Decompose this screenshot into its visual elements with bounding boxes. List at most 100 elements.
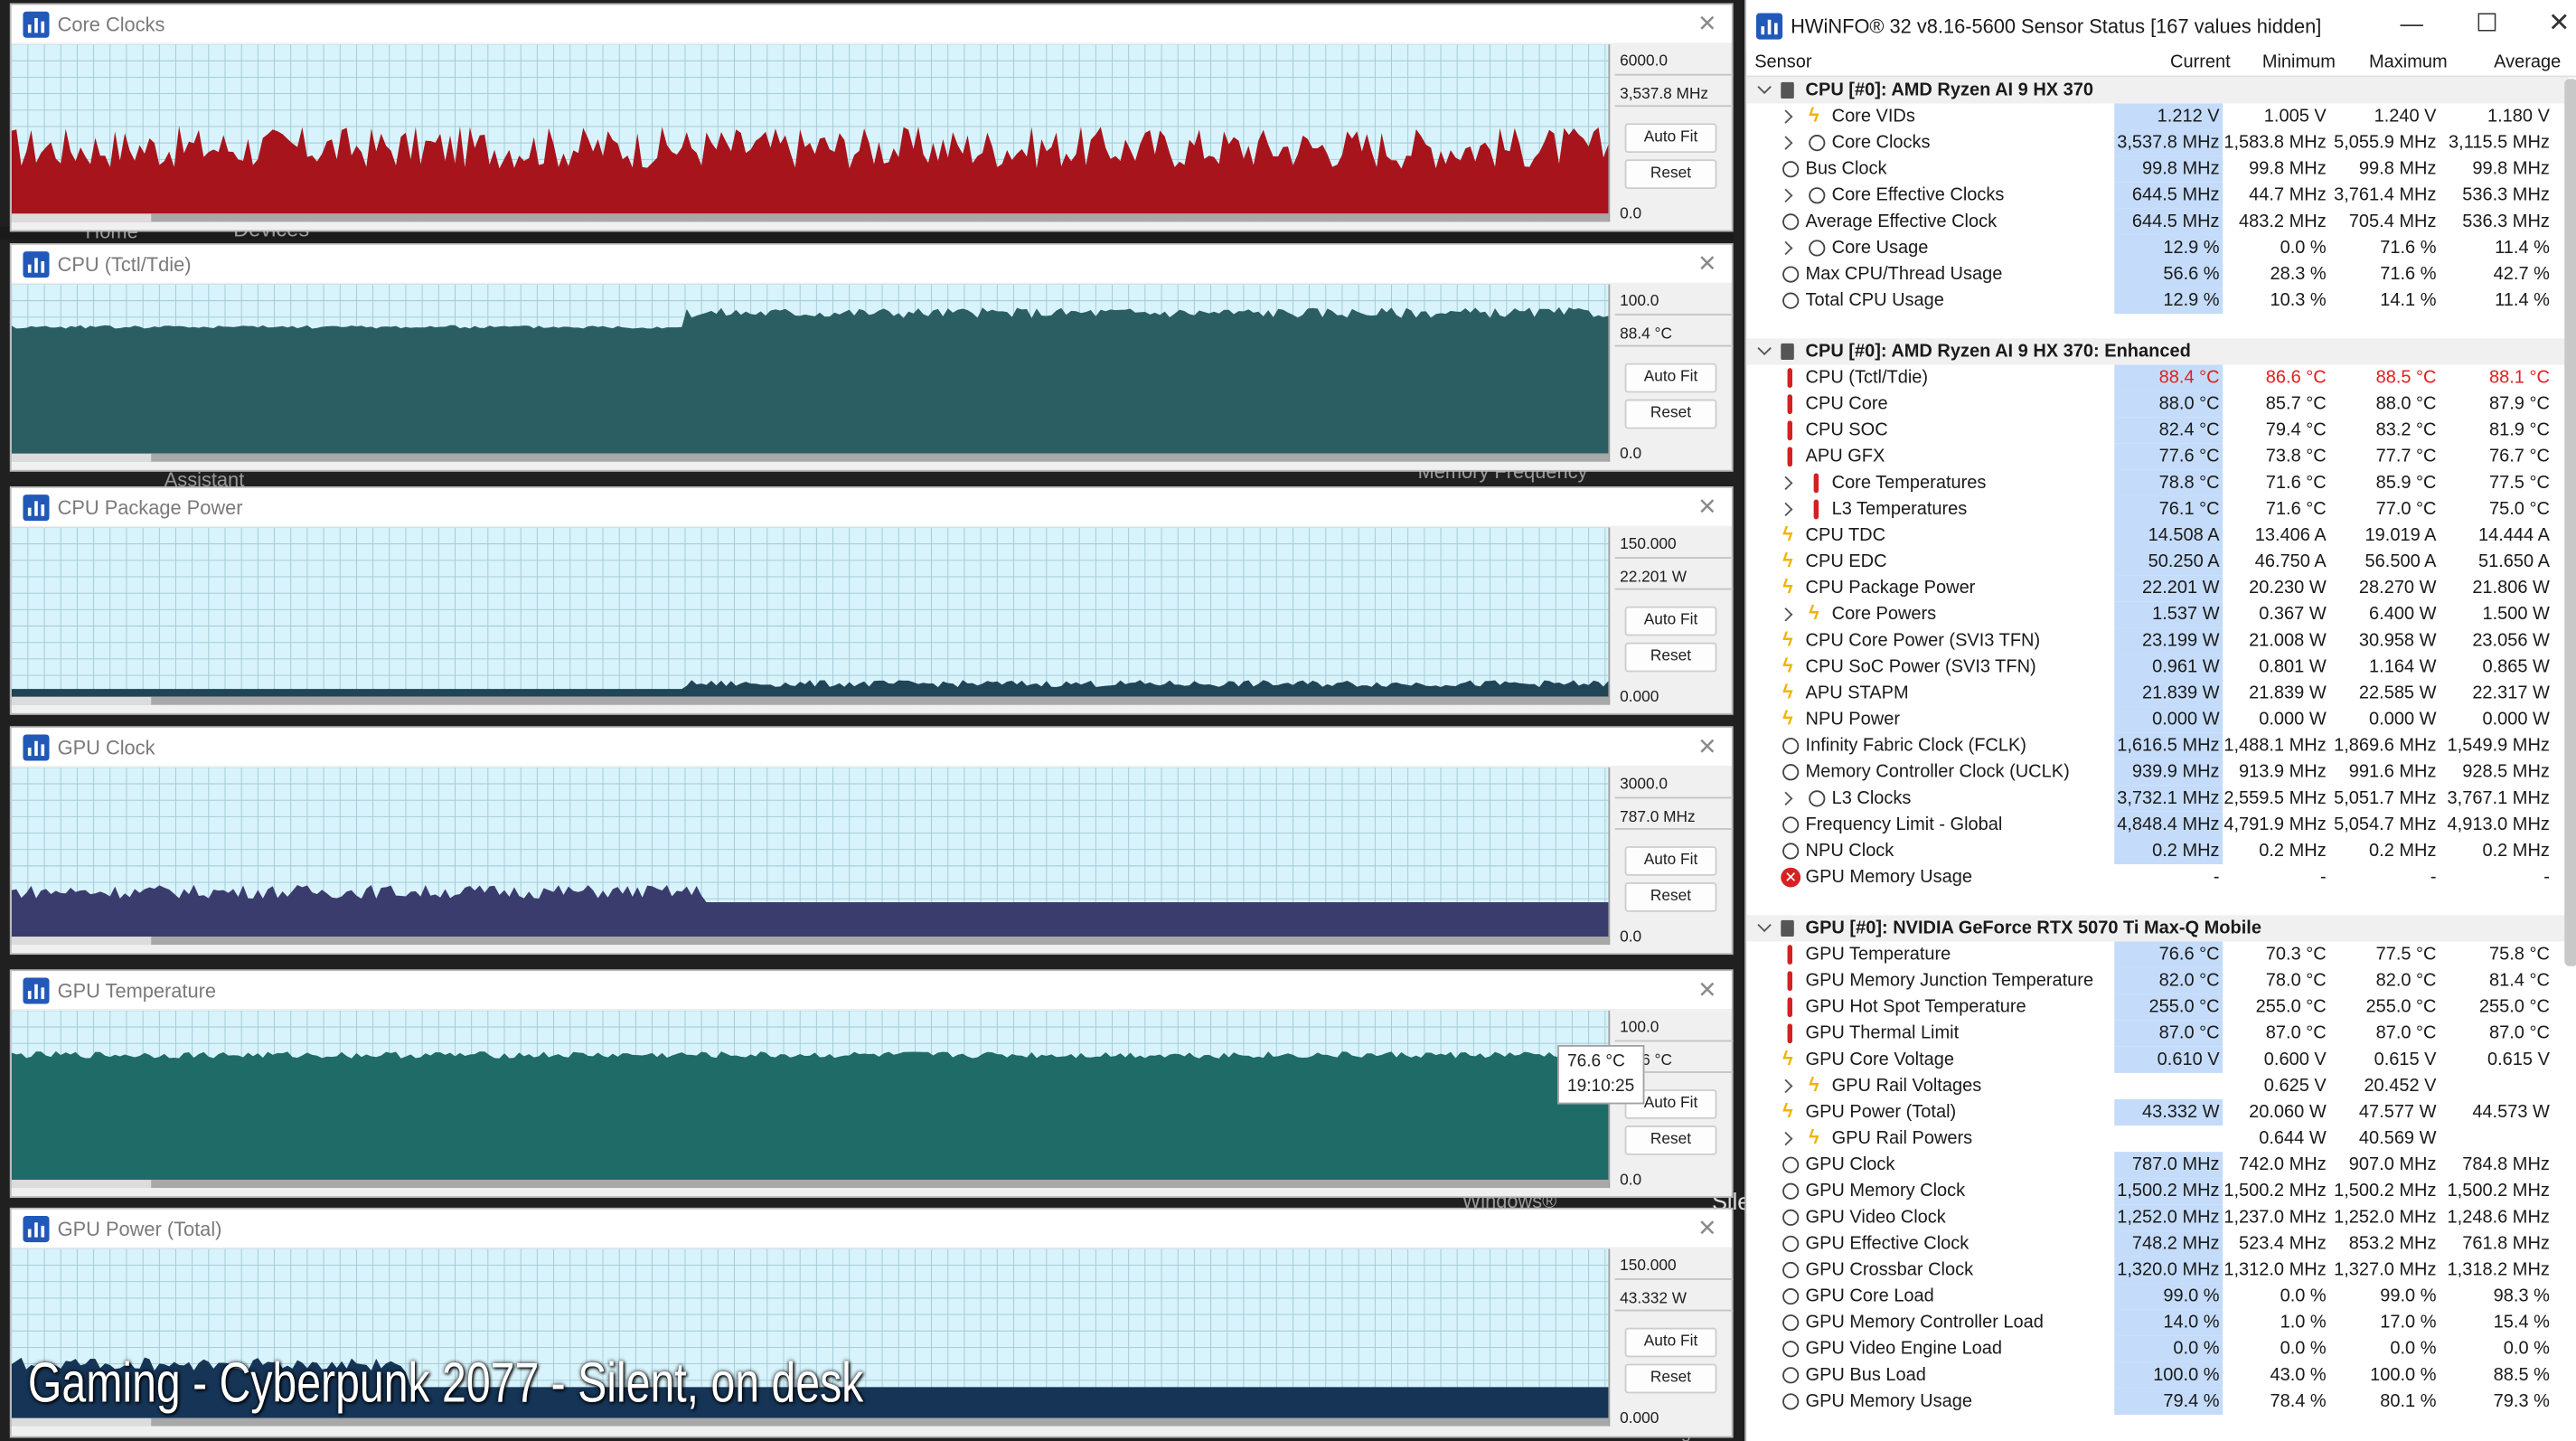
graph-scrollbar[interactable] xyxy=(11,213,1609,222)
expand-chevron-icon[interactable] xyxy=(1779,791,1793,806)
sensor-row[interactable]: GPU Temperature 76.6 °C 70.3 °C 77.5 °C 75.8… xyxy=(1746,941,2568,968)
sensor-row[interactable]: APU GFX 77.6 °C 73.8 °C 77.7 °C 76.7 °C xyxy=(1746,443,2568,470)
sensor-row[interactable]: GPU Core Load 99.0 % 0.0 % 99.0 % 98.3 % xyxy=(1746,1283,2568,1310)
sensor-group-header[interactable]: CPU [#0]: AMD Ryzen AI 9 HX 370 xyxy=(1746,77,2568,104)
reset-button[interactable]: Reset xyxy=(1624,159,1717,190)
expand-chevron-icon[interactable] xyxy=(1779,476,1793,491)
sensor-row[interactable]: CPU SOC 82.4 °C 79.4 °C 83.2 °C 81.9 °C xyxy=(1746,417,2568,444)
sensor-row[interactable]: GPU Thermal Limit 87.0 °C 87.0 °C 87.0 °C 87… xyxy=(1746,1020,2568,1047)
sensor-row[interactable]: ϟ GPU Power (Total) 43.332 W 20.060 W 47.577… xyxy=(1746,1098,2568,1126)
col-sensor[interactable]: Sensor xyxy=(1754,52,1812,72)
sensor-row[interactable]: Max CPU/Thread Usage 56.6 % 28.3 % 71.6 % 42… xyxy=(1746,260,2568,288)
close-icon[interactable]: ✕ xyxy=(1697,732,1717,759)
sensor-row[interactable]: Infinity Fabric Clock (FCLK) 1,616.5 MHz 1… xyxy=(1746,732,2568,759)
close-icon[interactable]: ✕ xyxy=(1697,250,1717,277)
sensor-row[interactable]: GPU Bus Load 100.0 % 43.0 % 100.0 % 88.5 % xyxy=(1746,1361,2568,1389)
reset-button[interactable]: Reset xyxy=(1624,642,1717,673)
sensor-row[interactable]: GPU Video Clock 1,252.0 MHz 1,237.0 MHz 1,2… xyxy=(1746,1204,2568,1231)
graph-titlebar[interactable]: Core Clocks ✕ xyxy=(11,5,1732,43)
sensor-group-header[interactable]: CPU [#0]: AMD Ryzen AI 9 HX 370: Enhance… xyxy=(1746,338,2568,365)
expand-chevron-icon[interactable] xyxy=(1779,1131,1793,1146)
sensor-row[interactable]: ϟ CPU SoC Power (SVI3 TFN) 0.961 W 0.801 W 1… xyxy=(1746,654,2568,681)
close-icon[interactable]: ✕ xyxy=(1697,493,1717,520)
sensor-row[interactable]: ϟ Core VIDs 1.212 V 1.005 V 1.240 V 1.180 V xyxy=(1746,103,2568,130)
sensor-row[interactable]: GPU Effective Clock 748.2 MHz 523.4 MHz 853… xyxy=(1746,1230,2568,1257)
expand-chevron-icon[interactable] xyxy=(1779,188,1793,203)
collapse-chevron-icon[interactable] xyxy=(1757,341,1772,356)
minimize-button[interactable]: — xyxy=(2400,9,2423,36)
sensor-row[interactable]: GPU Clock 787.0 MHz 742.0 MHz 907.0 MHz 784.… xyxy=(1746,1152,2568,1179)
close-icon[interactable]: ✕ xyxy=(1697,9,1717,36)
auto-fit-button[interactable]: Auto Fit xyxy=(1624,1327,1717,1358)
expand-chevron-icon[interactable] xyxy=(1779,502,1793,517)
col-maximum[interactable]: Maximum xyxy=(2368,52,2448,72)
reset-button[interactable]: Reset xyxy=(1624,399,1717,429)
vertical-scrollbar[interactable] xyxy=(2564,79,2576,966)
col-average[interactable]: Average xyxy=(2494,52,2562,72)
expand-chevron-icon[interactable] xyxy=(1779,240,1793,256)
sensor-row[interactable]: L3 Temperatures 76.1 °C 71.6 °C 77.0 °C 75.0… xyxy=(1746,495,2568,523)
sensor-row[interactable]: GPU Video Engine Load 0.0 % 0.0 % 0.0 % 0.0 … xyxy=(1746,1335,2568,1362)
scroll-thumb[interactable] xyxy=(151,453,1609,462)
sensor-row[interactable]: GPU Memory Junction Temperature 82.0 °C 78… xyxy=(1746,967,2568,994)
reset-button[interactable]: Reset xyxy=(1624,882,1717,912)
graph-scrollbar[interactable] xyxy=(11,1417,1609,1427)
auto-fit-button[interactable]: Auto Fit xyxy=(1624,123,1717,154)
reset-button[interactable]: Reset xyxy=(1624,1125,1717,1155)
sensor-row[interactable]: Core Usage 12.9 % 0.0 % 71.6 % 11.4 % xyxy=(1746,234,2568,261)
graph-scrollbar[interactable] xyxy=(11,453,1609,462)
collapse-chevron-icon[interactable] xyxy=(1757,918,1772,933)
scroll-thumb[interactable] xyxy=(151,696,1609,705)
sensor-row[interactable]: NPU Clock 0.2 MHz 0.2 MHz 0.2 MHz 0.2 MHz xyxy=(1746,837,2568,865)
sensor-row[interactable]: GPU Crossbar Clock 1,320.0 MHz 1,312.0 MHz… xyxy=(1746,1257,2568,1284)
sensor-row[interactable]: Frequency Limit - Global 4,848.4 MHz 4,791… xyxy=(1746,811,2568,838)
scroll-thumb[interactable] xyxy=(151,937,1609,946)
graph-scrollbar[interactable] xyxy=(11,1180,1609,1189)
collapse-chevron-icon[interactable] xyxy=(1757,80,1772,95)
sensor-row[interactable]: ϟ CPU Core Power (SVI3 TFN) 23.199 W 21.008… xyxy=(1746,627,2568,655)
sensor-group-header[interactable]: GPU [#0]: NVIDIA GeForce RTX 5070 Ti Max… xyxy=(1746,915,2568,942)
graph-titlebar[interactable]: GPU Clock ✕ xyxy=(11,728,1732,767)
hwinfo-titlebar[interactable]: HWiNFO® 32 v8.16-5600 Sensor Status [167… xyxy=(1746,0,2576,52)
graph-scrollbar[interactable] xyxy=(11,696,1609,705)
graph-titlebar[interactable]: GPU Power (Total) ✕ xyxy=(11,1209,1732,1248)
sensor-row[interactable]: Average Effective Clock 644.5 MHz 483.2 MH… xyxy=(1746,208,2568,235)
sensor-row[interactable]: GPU Memory Usage 79.4 % 78.4 % 80.1 % 79.3 % xyxy=(1746,1388,2568,1415)
graph-titlebar[interactable]: CPU (Tctl/Tdie) ✕ xyxy=(11,244,1732,283)
sensor-row[interactable]: L3 Clocks 3,732.1 MHz 2,559.5 MHz 5,051.7 M… xyxy=(1746,785,2568,812)
sensor-row[interactable]: ϟ GPU Rail Powers 0.644 W 40.569 W xyxy=(1746,1125,2568,1152)
sensor-row[interactable]: ϟ NPU Power 0.000 W 0.000 W 0.000 W 0.000 W xyxy=(1746,706,2568,733)
sensor-row[interactable]: ϟ GPU Rail Voltages 0.625 V 20.452 V xyxy=(1746,1073,2568,1099)
auto-fit-button[interactable]: Auto Fit xyxy=(1624,1089,1717,1119)
sensor-row[interactable]: Bus Clock 99.8 MHz 99.8 MHz 99.8 MHz 99.8 MH… xyxy=(1746,155,2568,183)
expand-chevron-icon[interactable] xyxy=(1779,607,1793,622)
sensor-row[interactable]: ϟ CPU Package Power 22.201 W 20.230 W 28.270… xyxy=(1746,575,2568,602)
sensor-row[interactable]: Memory Controller Clock (UCLK) 939.9 MHz 9… xyxy=(1746,758,2568,786)
scroll-thumb[interactable] xyxy=(151,213,1609,222)
sensor-row[interactable]: CPU Core 88.0 °C 85.7 °C 88.0 °C 87.9 °C xyxy=(1746,391,2568,418)
expand-chevron-icon[interactable] xyxy=(1779,109,1793,124)
col-current[interactable]: Current xyxy=(2170,52,2231,72)
graph-titlebar[interactable]: CPU Package Power ✕ xyxy=(11,487,1732,526)
sensor-row[interactable]: Core Clocks 3,537.8 MHz 1,583.8 MHz 5,055.9… xyxy=(1746,129,2568,156)
col-minimum[interactable]: Minimum xyxy=(2261,52,2336,72)
auto-fit-button[interactable]: Auto Fit xyxy=(1624,606,1717,636)
close-icon[interactable]: ✕ xyxy=(1697,1214,1717,1241)
expand-chevron-icon[interactable] xyxy=(1779,1078,1793,1094)
sensor-row[interactable]: ϟ Core Powers 1.537 W 0.367 W 6.400 W 1.500 W xyxy=(1746,601,2568,628)
sensor-row[interactable]: Total CPU Usage 12.9 % 10.3 % 14.1 % 11.4 % xyxy=(1746,287,2568,315)
sensor-row[interactable]: GPU Memory Controller Load 14.0 % 1.0 % 17.… xyxy=(1746,1309,2568,1336)
graph-scrollbar[interactable] xyxy=(11,937,1609,946)
sensor-row[interactable]: GPU Memory Clock 1,500.2 MHz 1,500.2 MHz 1,… xyxy=(1746,1178,2568,1205)
sensor-row[interactable]: CPU (Tctl/Tdie) 88.4 °C 86.6 °C 88.5 °C 88.1… xyxy=(1746,364,2568,391)
sensor-row[interactable]: Core Temperatures 78.8 °C 71.6 °C 85.9 °C 77… xyxy=(1746,469,2568,496)
graph-titlebar[interactable]: GPU Temperature ✕ xyxy=(11,971,1732,1010)
sensor-row[interactable]: ϟ CPU TDC 14.508 A 13.406 A 19.019 A 14.444 A xyxy=(1746,522,2568,550)
close-icon[interactable]: ✕ xyxy=(1697,975,1717,1003)
reset-button[interactable]: Reset xyxy=(1624,1363,1717,1394)
sensor-row[interactable]: ϟ GPU Core Voltage 0.610 V 0.600 V 0.615 V 0.… xyxy=(1746,1046,2568,1073)
auto-fit-button[interactable]: Auto Fit xyxy=(1624,363,1717,393)
scroll-thumb[interactable] xyxy=(151,1180,1609,1189)
close-button[interactable]: ✕ xyxy=(2548,9,2571,38)
auto-fit-button[interactable]: Auto Fit xyxy=(1624,846,1717,876)
